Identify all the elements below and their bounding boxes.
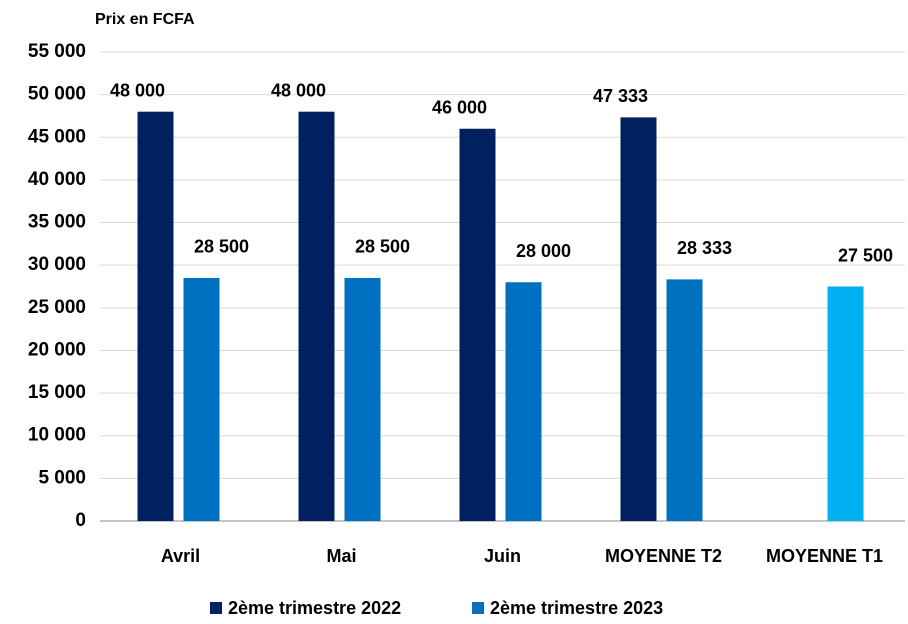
y-axis-title: Prix en FCFA [95, 11, 195, 28]
y-tick-label: 35 000 [28, 212, 86, 233]
bar [183, 277, 220, 521]
x-tick-label: MOYENNE T2 [605, 546, 722, 566]
data-label: 28 000 [516, 241, 571, 261]
legend-swatch [210, 602, 222, 614]
data-label: 46 000 [432, 97, 487, 117]
data-label: 48 000 [110, 80, 165, 100]
data-label: 48 000 [271, 80, 326, 100]
y-tick-label: 20 000 [28, 339, 86, 360]
y-tick-label: 30 000 [28, 254, 86, 275]
legend-label: 2ème trimestre 2023 [490, 598, 663, 618]
bar [827, 286, 864, 521]
data-label: 28 333 [677, 238, 732, 258]
bar [620, 117, 657, 521]
y-tick-label: 45 000 [28, 126, 86, 147]
bar [666, 279, 703, 521]
data-label: 28 500 [355, 237, 410, 257]
y-tick-label: 15 000 [28, 382, 86, 403]
bar [505, 282, 542, 521]
y-tick-label: 10 000 [28, 425, 86, 446]
bar [137, 111, 174, 521]
bar [344, 277, 381, 521]
y-tick-label: 0 [75, 510, 86, 531]
bar [459, 128, 496, 521]
data-label: 47 333 [593, 86, 648, 106]
x-tick-label: Juin [484, 546, 521, 566]
y-tick-label: 55 000 [28, 41, 86, 62]
data-label: 28 500 [194, 237, 249, 257]
bar [298, 111, 335, 521]
y-tick-label: 5 000 [38, 467, 86, 488]
legend-swatch [472, 602, 484, 614]
data-label: 27 500 [838, 245, 893, 265]
x-tick-label: Mai [326, 546, 356, 566]
legend-label: 2ème trimestre 2022 [228, 598, 401, 618]
y-tick-label: 50 000 [28, 84, 86, 105]
y-tick-label: 25 000 [28, 297, 86, 318]
x-tick-label: Avril [161, 546, 200, 566]
y-tick-label: 40 000 [28, 169, 86, 190]
x-tick-label: MOYENNE T1 [766, 546, 883, 566]
